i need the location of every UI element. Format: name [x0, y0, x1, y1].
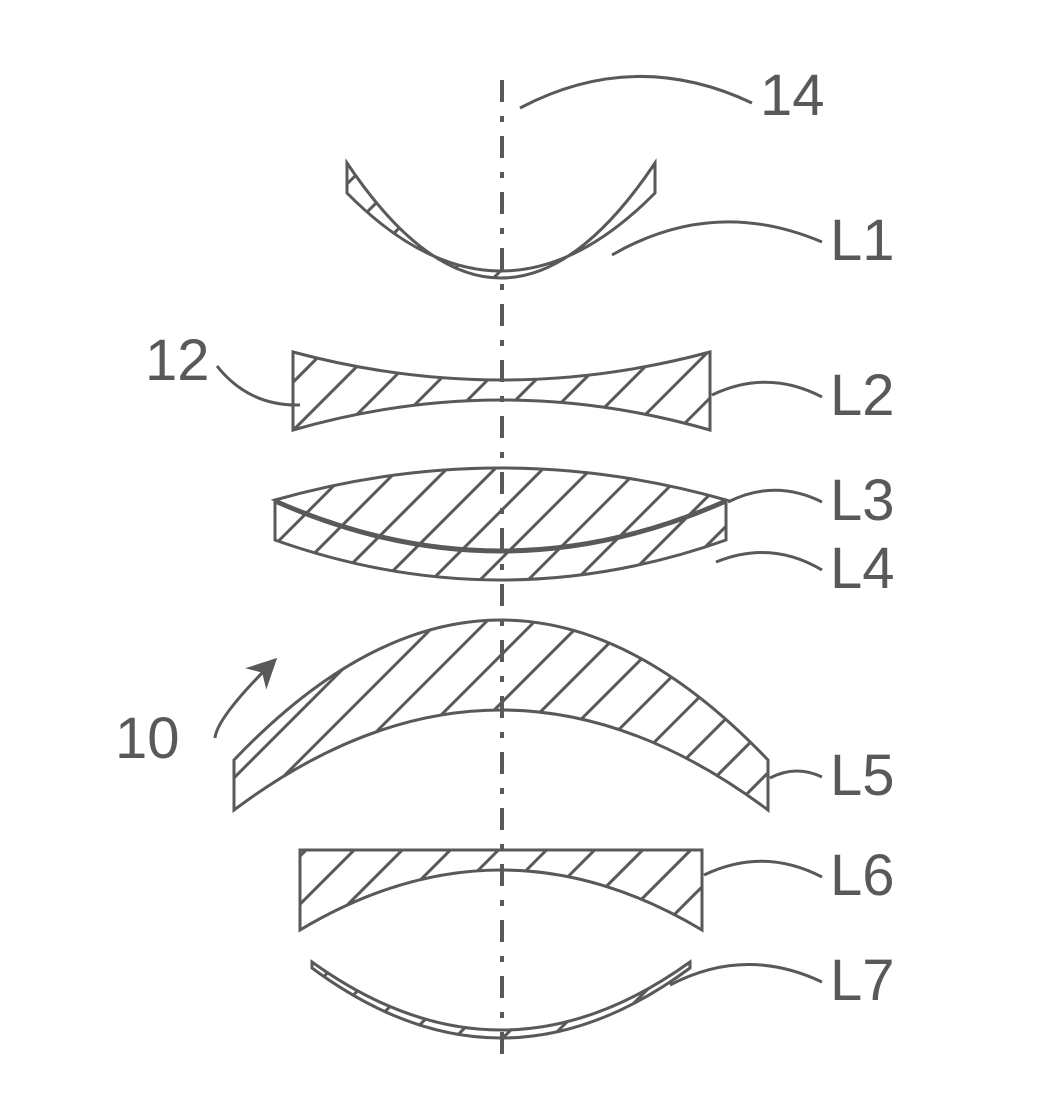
leader-L3 [728, 490, 822, 502]
label-L6: L6 [830, 843, 895, 908]
leader-14 [520, 76, 752, 108]
lens-L7 [312, 962, 690, 1038]
lens-L6 [300, 850, 702, 930]
label-L1: L1 [830, 208, 895, 273]
label-ref10: 10 [115, 706, 180, 771]
label-L7: L7 [830, 948, 895, 1013]
leader-L6 [704, 861, 822, 877]
leader-L5 [770, 771, 822, 778]
leader-L7 [670, 964, 822, 985]
label-L2: L2 [830, 363, 895, 428]
label-L5: L5 [830, 743, 895, 808]
leader-12 [217, 366, 300, 405]
label-L4: L4 [830, 536, 895, 601]
leader-L2 [712, 382, 822, 397]
label-L3: L3 [830, 468, 895, 533]
leader-10 [215, 660, 275, 738]
label-ref12: 12 [145, 328, 210, 393]
leader-L1 [612, 222, 822, 255]
label-ref14: 14 [760, 63, 825, 128]
leader-L4 [716, 552, 822, 570]
